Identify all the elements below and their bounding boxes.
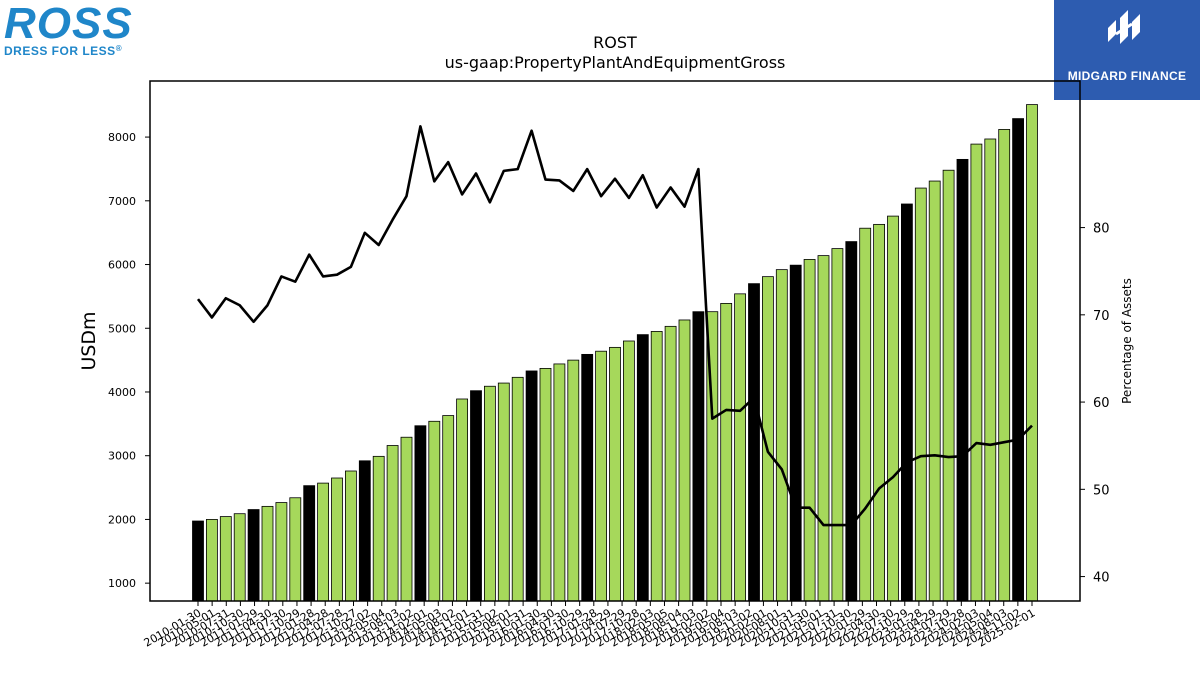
- bar: [386, 445, 399, 602]
- y-tick-label: 5000: [108, 322, 136, 335]
- bar: [734, 293, 746, 602]
- bar: [331, 477, 343, 602]
- bar: [261, 505, 274, 602]
- chart-subtitle: us-gaap:PropertyPlantAndEquipmentGross: [445, 53, 786, 72]
- bar: [205, 519, 218, 602]
- bar: [817, 255, 830, 602]
- bar: [692, 311, 705, 602]
- bar: [289, 497, 302, 602]
- ross-logo-mark: ®: [115, 44, 123, 53]
- ross-logo: ROSS DRESS FOR LESS®: [4, 0, 144, 60]
- bar: [1026, 104, 1038, 602]
- bar: [372, 455, 385, 602]
- y-tick-label: 2000: [108, 513, 136, 526]
- bar: [901, 203, 913, 602]
- series-line: [196, 125, 1033, 527]
- bar: [956, 158, 969, 602]
- line-group: [196, 125, 1033, 527]
- bars-group: [192, 104, 1038, 602]
- bar: [275, 502, 288, 602]
- y2-tick-label: 60: [1093, 396, 1110, 411]
- bar: [1012, 118, 1024, 602]
- plot-frame: [149, 80, 1081, 602]
- bar: [553, 363, 566, 602]
- bar: [984, 138, 997, 602]
- bar: [442, 415, 455, 602]
- bar: [470, 390, 482, 602]
- bar: [845, 241, 858, 602]
- bar: [998, 129, 1011, 602]
- y2-tick-label: 40: [1093, 571, 1110, 586]
- y-tick-label: 7000: [108, 195, 136, 208]
- bar: [428, 420, 441, 602]
- midgard-logo-icon: [1108, 10, 1140, 44]
- bar: [414, 425, 427, 602]
- bar: [928, 180, 941, 602]
- bar: [720, 302, 733, 602]
- bar: [511, 376, 524, 602]
- bar: [636, 334, 649, 602]
- y-tick-label: 4000: [108, 386, 136, 399]
- bar: [970, 143, 983, 602]
- y-tick-label: 1000: [108, 577, 136, 590]
- bar: [344, 470, 357, 602]
- bar: [789, 264, 802, 602]
- bar: [623, 340, 635, 602]
- y2-tick-label: 50: [1093, 483, 1110, 498]
- bar: [539, 367, 552, 602]
- y-tick-label: 8000: [108, 131, 136, 144]
- chart-title: ROST: [593, 33, 637, 52]
- bar: [664, 325, 677, 602]
- bar: [567, 359, 580, 602]
- bar: [859, 227, 872, 602]
- bar: [525, 370, 538, 602]
- midgard-finance-logo: MIDGARD FINANCE: [1054, 0, 1200, 100]
- bar: [887, 215, 899, 602]
- y-tick-label: 3000: [108, 450, 136, 463]
- bar: [678, 319, 691, 602]
- bar: [775, 269, 788, 602]
- bar: [358, 460, 371, 602]
- bar: [803, 259, 816, 602]
- bar: [233, 513, 246, 602]
- bar: [303, 485, 316, 602]
- y-tick-label: 6000: [108, 259, 136, 272]
- bar: [317, 482, 330, 602]
- bar: [831, 248, 844, 602]
- y-axis-label: USDm: [78, 311, 100, 370]
- bar: [456, 398, 469, 602]
- bar: [400, 436, 413, 602]
- ross-logo-word: ROSS: [4, 0, 133, 48]
- bar: [595, 350, 607, 602]
- bar: [581, 353, 594, 602]
- y2-tick-label: 80: [1093, 222, 1110, 237]
- y2-axis-label: Percentage of Assets: [1120, 278, 1134, 404]
- bar: [650, 331, 663, 602]
- bar: [483, 385, 496, 602]
- bar: [748, 283, 760, 602]
- bar: [873, 223, 885, 602]
- bar: [219, 516, 232, 602]
- bar: [497, 382, 510, 602]
- bar: [192, 520, 204, 602]
- bar: [914, 187, 927, 602]
- y2-tick-label: 70: [1093, 309, 1110, 324]
- midgard-logo-name: MIDGARD FINANCE: [1067, 69, 1187, 83]
- bar: [942, 169, 955, 602]
- axes-group: 1000 2000 3000 4000 5000 6000 7000 8000 40 50 60 70…: [108, 80, 1110, 650]
- ross-logo-tagline: DRESS FOR LESS: [4, 44, 116, 58]
- bar: [609, 346, 621, 602]
- bar: [247, 509, 260, 602]
